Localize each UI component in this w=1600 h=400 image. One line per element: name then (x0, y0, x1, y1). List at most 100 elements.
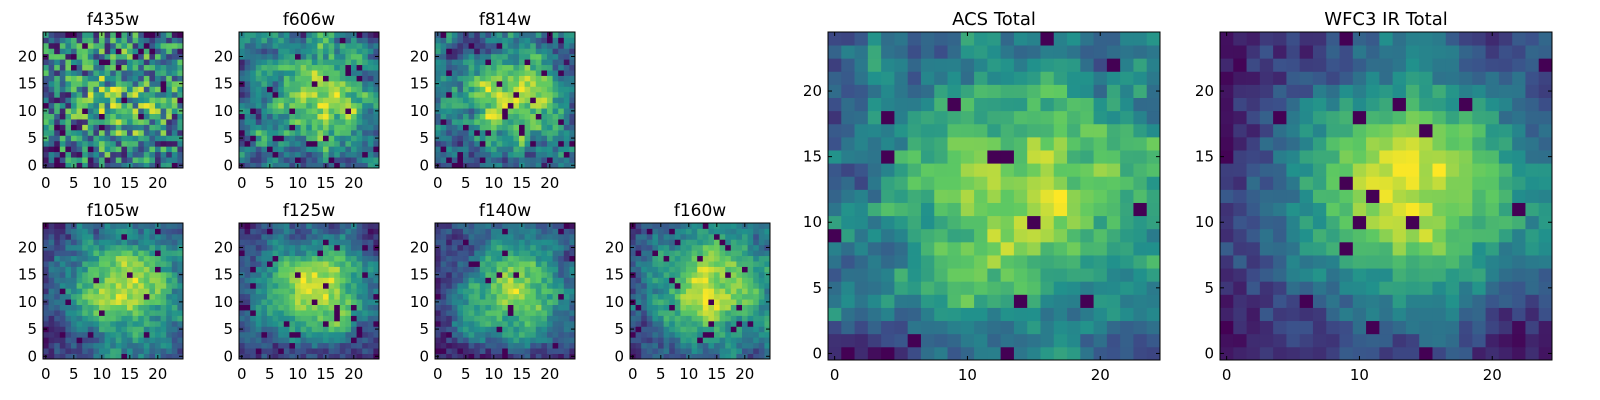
heatmap-cell (272, 86, 279, 93)
heatmap-cell (646, 250, 653, 257)
heatmap-cell (99, 37, 105, 44)
heatmap-cell (1133, 189, 1148, 203)
heatmap-cell (663, 288, 670, 295)
heatmap-cell (828, 333, 842, 348)
heatmap-cell (132, 244, 139, 251)
heatmap-cell (686, 239, 692, 246)
heatmap-cell (76, 310, 83, 316)
heatmap-cell (356, 266, 363, 273)
heatmap-cell (115, 228, 122, 235)
heatmap-cell (987, 307, 1002, 322)
heatmap-cell (87, 119, 94, 125)
heatmap-cell (65, 250, 72, 257)
heatmap-cell (155, 320, 161, 327)
heatmap-cell (356, 293, 363, 300)
heatmap-cell (155, 250, 161, 257)
heatmap-cell (569, 129, 576, 136)
heatmap-cell (652, 244, 659, 251)
heatmap-cell (1093, 241, 1108, 256)
x-tick-label: 15 (316, 174, 335, 192)
heatmap-cell (300, 151, 307, 158)
heatmap-cell (457, 331, 464, 338)
heatmap-cell (764, 282, 771, 289)
heatmap-cell (719, 261, 726, 267)
heatmap-cell (491, 348, 497, 354)
heatmap-cell (65, 244, 72, 251)
heatmap-cell (289, 119, 296, 125)
heatmap-cell (362, 129, 369, 136)
heatmap-cell (691, 326, 698, 333)
heatmap-cell (663, 266, 670, 273)
heatmap-cell (451, 239, 458, 246)
heatmap-cell (558, 255, 565, 262)
heatmap-cell (272, 250, 279, 257)
heatmap-cell (99, 326, 105, 333)
heatmap-cell (468, 353, 475, 360)
heatmap-cell (93, 86, 100, 93)
heatmap-cell (987, 281, 1002, 295)
heatmap-cell (59, 261, 66, 267)
heatmap-cell (907, 307, 922, 322)
heatmap-cell (373, 140, 380, 147)
heatmap-cell (121, 337, 128, 344)
heatmap-cell (496, 140, 503, 147)
heatmap-cell (446, 124, 453, 131)
heatmap-cell (547, 113, 553, 120)
heatmap-cell (127, 299, 133, 305)
heatmap-cell (339, 151, 346, 158)
heatmap-cell (535, 129, 542, 136)
heatmap-cell (530, 53, 537, 60)
heatmap-cell (507, 250, 514, 257)
heatmap-cell (1080, 268, 1094, 282)
heatmap-cell (362, 97, 369, 104)
heatmap-cell (295, 233, 301, 240)
heatmap-cell (267, 337, 273, 344)
heatmap-cell (138, 282, 145, 289)
heatmap-cell (339, 48, 346, 55)
heatmap-cell (674, 293, 681, 300)
heatmap-cell (541, 59, 548, 66)
heatmap-cell (149, 239, 156, 246)
heatmap-cell (311, 288, 318, 295)
heatmap-cell (920, 150, 935, 164)
heatmap-cell (311, 146, 318, 153)
heatmap-cell (719, 223, 726, 229)
heatmap-cell (519, 326, 525, 333)
heatmap-cell (43, 151, 49, 158)
heatmap-cell (702, 299, 709, 305)
heatmap-cell (635, 233, 642, 240)
heatmap-cell (278, 97, 285, 104)
heatmap-cell (339, 228, 346, 235)
heatmap-cell (339, 337, 346, 344)
heatmap-cell (300, 135, 307, 142)
heatmap-cell (283, 282, 290, 289)
heatmap-cell (635, 320, 642, 327)
heatmap-cell (93, 140, 100, 147)
heatmap-cell (373, 70, 380, 76)
heatmap-cell (697, 342, 704, 349)
heatmap-cell (48, 97, 55, 104)
heatmap-cell (121, 277, 128, 284)
heatmap-cell (1053, 176, 1068, 190)
heatmap-cell (541, 86, 548, 93)
heatmap-cell (255, 48, 262, 55)
heatmap-cell (552, 162, 559, 169)
heatmap-cell (104, 288, 111, 295)
heatmap-cell (351, 140, 357, 147)
heatmap-cell (334, 293, 341, 300)
heatmap-cell (93, 119, 100, 125)
heatmap-cell (663, 293, 670, 300)
heatmap-cell (479, 271, 486, 278)
heatmap-cell (317, 310, 324, 316)
heatmap-cell (1133, 215, 1148, 230)
heatmap-cell (132, 353, 139, 360)
heatmap-cell (686, 288, 692, 295)
heatmap-cell (311, 255, 318, 262)
heatmap-cell (479, 337, 486, 344)
heatmap-cell (143, 353, 150, 360)
heatmap-cell (87, 75, 94, 82)
heatmap-cell (373, 239, 380, 246)
heatmap-cell (244, 304, 251, 311)
heatmap-cell (451, 288, 458, 295)
heatmap-cell (155, 124, 161, 131)
